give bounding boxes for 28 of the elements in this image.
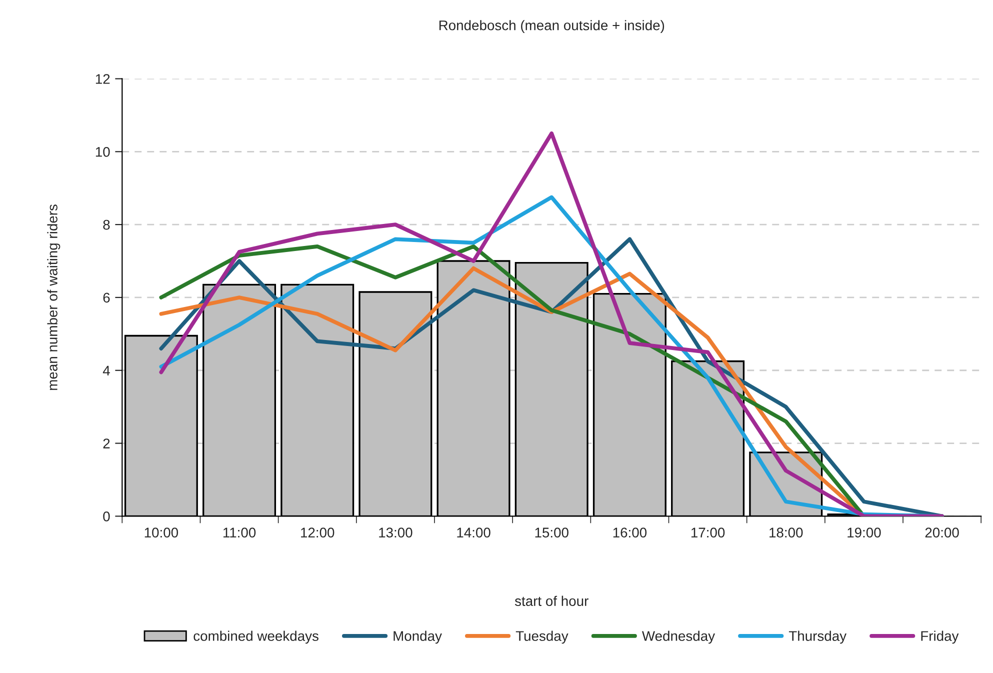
x-tick-label: 14:00 [457, 528, 490, 538]
x-axis-title: start of hour [514, 596, 588, 606]
legend-label: Tuesday [516, 630, 568, 644]
y-tick-label: 2 [103, 438, 110, 448]
legend-label: Thursday [788, 630, 847, 644]
x-tick-label: 17:00 [691, 528, 725, 538]
x-tick-label: 19:00 [848, 528, 881, 538]
y-axis-title: mean number of waiting riders [47, 204, 60, 390]
legend-label: Friday [921, 630, 959, 644]
y-tick-label: 10 [96, 146, 110, 157]
legend-label: Wednesday [642, 630, 716, 644]
y-tick-label: 12 [96, 74, 110, 84]
y-tick-label: 4 [102, 366, 110, 376]
legend-label: combined weekdays [194, 630, 318, 644]
x-tick-label: 12:00 [301, 528, 334, 538]
x-tick-label: 15:00 [535, 528, 568, 538]
x-tick-label: 20:00 [925, 528, 959, 538]
x-tick-label: 11:00 [223, 528, 256, 538]
y-tick-label: 8 [103, 220, 110, 230]
line-series [159, 131, 944, 516]
x-tick-label: 16:00 [613, 528, 647, 538]
y-tick-label: 0 [103, 512, 110, 522]
x-tick-label: 18:00 [770, 528, 803, 538]
legend-label: Monday [394, 630, 442, 644]
chart-title: Rondebosch (mean outside + inside) [439, 20, 664, 34]
x-tick-label: 13:00 [379, 528, 412, 538]
x-tick-label: 10:00 [144, 528, 178, 538]
y-tick-label: 6 [103, 292, 110, 303]
